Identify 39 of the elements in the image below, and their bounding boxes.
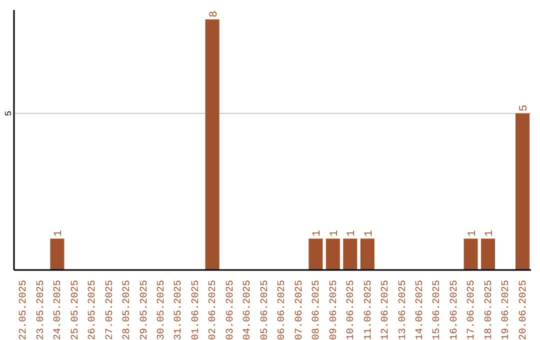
data-label: 1 — [346, 230, 358, 237]
x-tick-label: 11.06.2025 — [363, 280, 374, 340]
x-tick-label: 15.06.2025 — [432, 280, 444, 340]
x-tick-label: 24.05.2025 — [53, 280, 64, 340]
x-tick-label: 30.05.2025 — [156, 280, 168, 340]
x-tick-label: 20.06.2025 — [518, 280, 530, 340]
x-tick-label: 31.05.2025 — [174, 280, 185, 340]
data-label: 1 — [363, 230, 376, 237]
x-tick-label: 29.05.2025 — [139, 280, 150, 340]
x-tick-label: 19.06.2025 — [501, 280, 512, 340]
x-tick-label: 27.05.2025 — [104, 280, 116, 340]
x-tick-label: 08.06.2025 — [312, 280, 323, 340]
x-tick-label: 10.06.2025 — [346, 280, 358, 340]
data-label: 8 — [208, 10, 220, 18]
x-tick-label: 09.06.2025 — [328, 280, 340, 340]
x-tick-label: 05.06.2025 — [260, 280, 271, 340]
x-tick-label: 17.06.2025 — [466, 280, 478, 340]
x-tick-label: 23.05.2025 — [36, 280, 47, 340]
x-tick-label: 04.06.2025 — [242, 280, 254, 340]
x-tick-label: 12.06.2025 — [380, 280, 392, 340]
data-label: 1 — [466, 230, 479, 237]
x-tick-label: 16.06.2025 — [449, 280, 460, 340]
x-tick-label: 14.06.2025 — [414, 280, 426, 340]
x-tick-label: 06.06.2025 — [277, 280, 288, 340]
x-tick-label: 02.06.2025 — [208, 280, 220, 340]
x-tick-label: 18.06.2025 — [484, 280, 495, 340]
x-tick-label: 22.05.2025 — [18, 280, 30, 340]
x-tick-label: 25.05.2025 — [70, 280, 82, 340]
data-label: 1 — [328, 230, 341, 237]
data-label: 1 — [312, 230, 324, 237]
x-tick-label: 28.05.2025 — [122, 280, 134, 340]
x-tick-label: 26.05.2025 — [88, 280, 99, 340]
x-tick-label: 01.06.2025 — [190, 280, 202, 340]
x-tick-label: 07.06.2025 — [294, 280, 306, 340]
x-tick-label: 13.06.2025 — [398, 280, 409, 340]
data-label: 5 — [518, 104, 530, 112]
x-tick-label: 03.06.2025 — [225, 280, 236, 340]
data-label: 1 — [53, 230, 66, 237]
data-label: 1 — [484, 230, 496, 237]
